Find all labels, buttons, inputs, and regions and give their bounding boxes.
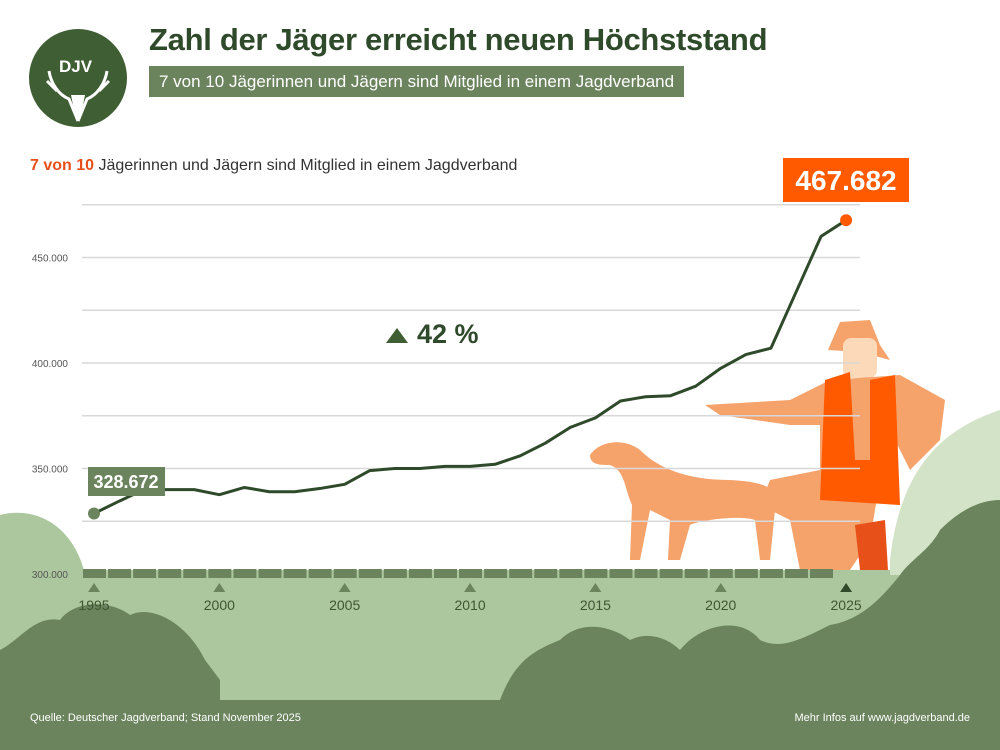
more-info-link[interactable]: Mehr Infos auf www.jagdverband.de — [794, 712, 971, 724]
x-axis-segment — [233, 569, 257, 578]
x-axis-segment — [158, 569, 182, 578]
x-tick-triangle-icon — [464, 583, 477, 592]
dog-illustration — [590, 442, 777, 560]
up-triangle-icon — [386, 328, 408, 343]
x-axis-segment — [83, 569, 106, 578]
x-tick-label: 2015 — [580, 597, 611, 613]
djv-logo: DJV — [29, 29, 127, 127]
x-axis-segment — [659, 569, 683, 578]
end-value-label: 467.682 — [795, 165, 896, 196]
x-axis-segment — [358, 569, 382, 578]
note-text: Jägerinnen und Jägern sind Mitglied in e… — [94, 157, 518, 174]
x-axis-segment — [433, 569, 457, 578]
data-point — [88, 507, 100, 520]
data-point — [840, 214, 853, 227]
x-axis-segment — [509, 569, 533, 578]
x-axis-segment — [584, 569, 608, 578]
x-tick-label: 2020 — [705, 597, 736, 613]
x-tick-label: 2010 — [454, 597, 485, 613]
x-axis-segment — [258, 569, 282, 578]
x-tick-triangle-icon — [338, 583, 351, 592]
x-axis-segment — [634, 569, 658, 578]
growth-annotation: 42 % — [417, 319, 479, 349]
x-axis-segment — [734, 569, 758, 578]
x-axis-segment — [709, 569, 733, 578]
x-tick-label: 1995 — [78, 597, 109, 613]
x-tick-triangle-icon — [88, 583, 100, 592]
y-tick-label: 400.000 — [32, 359, 69, 370]
x-axis-segment — [810, 569, 834, 578]
x-axis-segment — [559, 569, 583, 578]
hunter-illustration — [705, 320, 945, 570]
bush-left-light — [0, 512, 85, 575]
page-title: Zahl der Jäger erreicht neuen Höchststan… — [149, 22, 768, 57]
x-tick-label: 2000 — [204, 597, 235, 613]
x-tick-triangle-icon — [213, 583, 226, 592]
x-axis-segment — [459, 569, 483, 578]
hare-ear — [138, 616, 190, 672]
data-line — [93, 218, 847, 515]
x-axis-segment — [684, 569, 708, 578]
x-axis-segment — [283, 569, 307, 578]
x-axis-segment — [183, 569, 207, 578]
x-axis-segment — [383, 569, 407, 578]
x-tick-label: 2025 — [831, 597, 862, 613]
note-highlight: 7 von 10 — [30, 157, 95, 174]
x-axis-segment — [759, 569, 783, 578]
start-value-label: 328.672 — [93, 472, 158, 492]
x-axis-segment — [784, 569, 808, 578]
y-tick-label: 300.000 — [32, 570, 69, 581]
logo-text: DJV — [59, 57, 93, 76]
x-axis-segment — [609, 569, 633, 578]
bushes — [0, 500, 1000, 750]
x-axis-segment — [108, 569, 132, 578]
deer-antler-icon — [45, 70, 111, 122]
x-axis-segment — [308, 569, 332, 578]
page-subtitle: 7 von 10 Jägerinnen und Jägern sind Mitg… — [149, 66, 685, 97]
y-tick-label: 450.000 — [32, 254, 69, 265]
x-axis-segment — [133, 569, 157, 578]
x-axis-segment — [333, 569, 357, 578]
x-tick-label: 2005 — [329, 597, 360, 613]
x-tick-triangle-icon — [714, 583, 727, 592]
y-tick-label: 350.000 — [32, 465, 69, 476]
x-axis-segment — [408, 569, 432, 578]
chart-note: 7 von 10 Jägerinnen und Jägern sind Mitg… — [30, 157, 517, 175]
x-tick-triangle-icon — [840, 583, 853, 592]
x-axis-segment — [208, 569, 232, 578]
end-value-badge — [783, 158, 909, 202]
start-value-badge — [88, 467, 165, 496]
source-text: Quelle: Deutscher Jagdverband; Stand Nov… — [30, 712, 301, 724]
x-axis-segment — [534, 569, 558, 578]
x-tick-triangle-icon — [589, 583, 602, 592]
x-axis-segment — [484, 569, 508, 578]
